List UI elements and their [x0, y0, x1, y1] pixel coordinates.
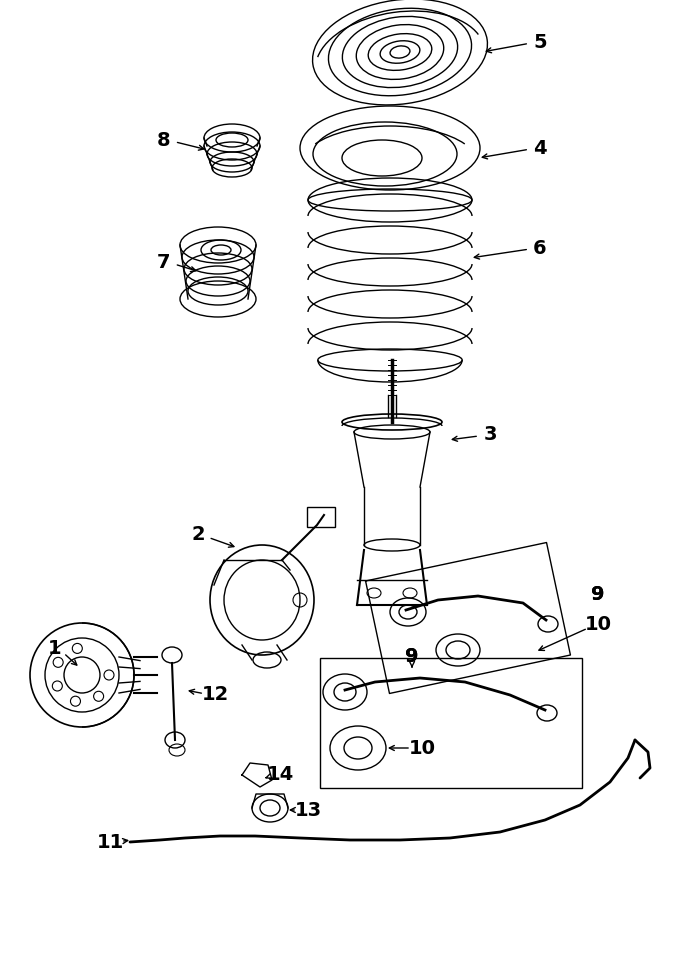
- Text: 10: 10: [408, 738, 436, 757]
- Text: 9: 9: [591, 585, 604, 604]
- Text: 4: 4: [533, 138, 547, 158]
- Text: 7: 7: [157, 253, 171, 272]
- Polygon shape: [242, 763, 272, 787]
- Text: 12: 12: [202, 685, 229, 704]
- Text: 9: 9: [591, 585, 604, 604]
- Text: 11: 11: [96, 832, 124, 851]
- Bar: [307, 507, 335, 527]
- Text: 2: 2: [191, 526, 205, 545]
- Text: 13: 13: [295, 801, 322, 820]
- Text: 9: 9: [406, 647, 419, 666]
- Text: 6: 6: [533, 238, 547, 258]
- Text: 5: 5: [533, 33, 547, 52]
- Text: 3: 3: [483, 426, 497, 445]
- Text: 14: 14: [267, 766, 294, 784]
- Text: 9: 9: [406, 647, 419, 666]
- Text: 1: 1: [48, 638, 62, 657]
- Text: 8: 8: [157, 131, 171, 150]
- Bar: [320, 658, 582, 788]
- Text: 10: 10: [584, 615, 611, 634]
